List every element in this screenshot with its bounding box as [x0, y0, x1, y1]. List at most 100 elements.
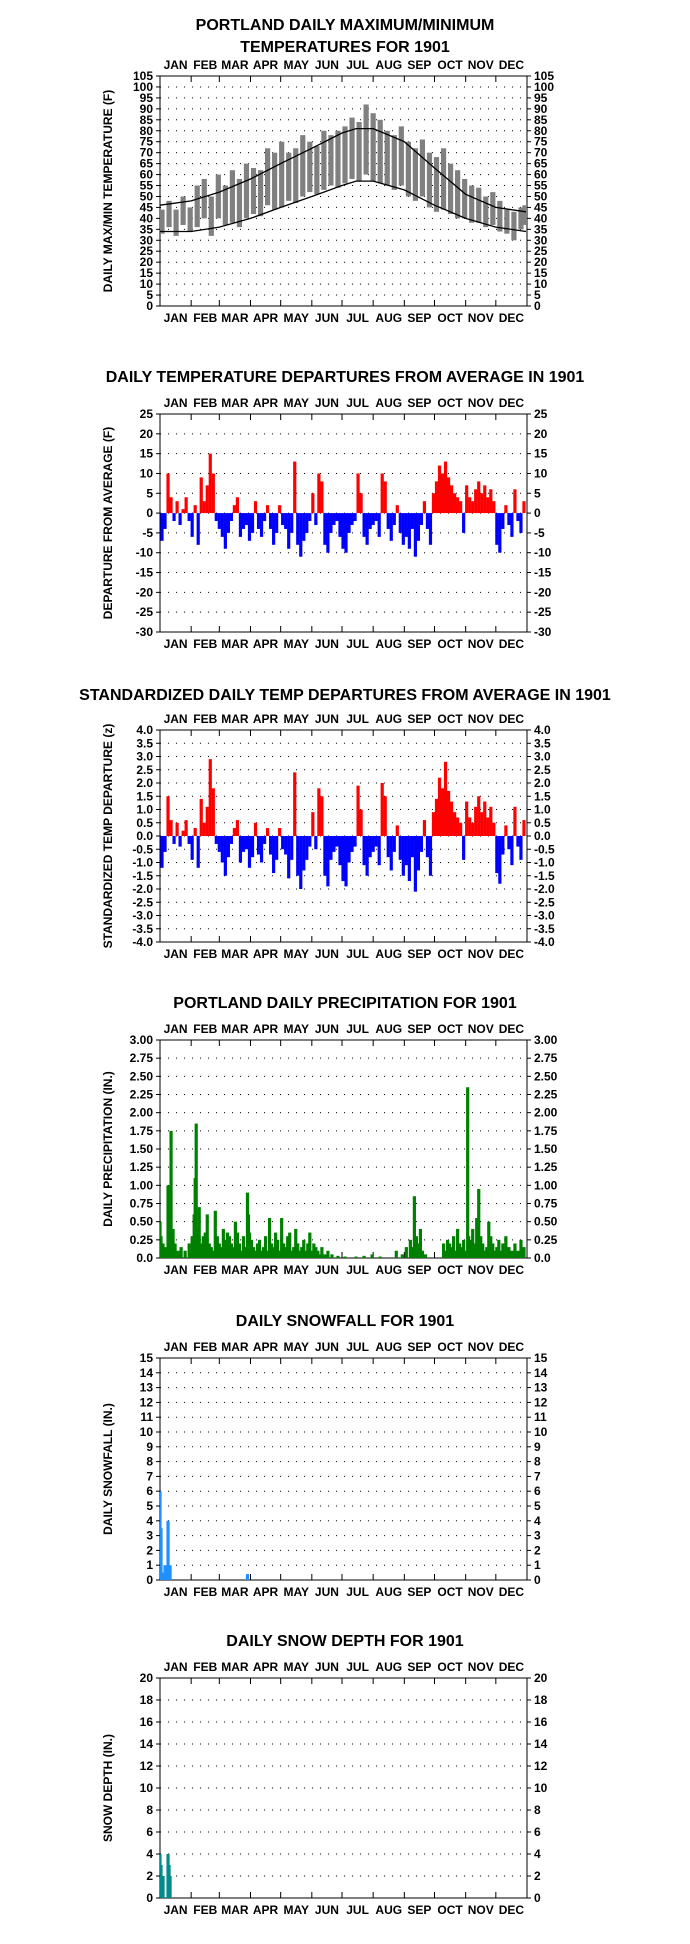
- y-tick-label-right: 100: [534, 80, 554, 94]
- y-tick-label-left: 20: [140, 427, 154, 441]
- bar: [507, 513, 511, 525]
- y-tick-label-left: 1.5: [136, 789, 153, 803]
- y-tick-label-right: 1: [534, 1558, 541, 1572]
- y-tick-label-right: -0.5: [534, 842, 555, 856]
- daily-range-bar: [391, 135, 397, 190]
- bar: [362, 513, 366, 537]
- bar: [296, 513, 300, 545]
- y-tick-label-right: 12: [534, 1395, 548, 1409]
- daily-range-bar: [370, 113, 376, 182]
- bar: [272, 836, 276, 874]
- bar: [193, 505, 197, 514]
- bar: [302, 836, 306, 871]
- y-tick-label-left: 0.50: [130, 1215, 154, 1229]
- bar: [286, 1236, 290, 1258]
- daily-range-bar: [511, 211, 517, 241]
- month-label-bottom: MAY: [283, 311, 309, 325]
- bar: [468, 497, 472, 514]
- bar: [259, 836, 264, 863]
- bar: [456, 817, 460, 836]
- y-tick-label-right: 20: [534, 427, 548, 441]
- bar: [284, 1247, 288, 1258]
- daily-range-bar: [293, 148, 299, 204]
- bar: [323, 836, 327, 876]
- bar: [316, 1250, 320, 1258]
- y-tick-label-right: 35: [534, 222, 548, 236]
- bar: [178, 513, 182, 525]
- y-tick-label-left: -15: [136, 566, 154, 580]
- month-label-top: APR: [253, 1340, 279, 1354]
- month-label-bottom: MAR: [221, 1903, 249, 1917]
- month-label-bottom: NOV: [468, 1903, 494, 1917]
- month-label-bottom: FEB: [193, 947, 217, 961]
- bar: [401, 836, 405, 876]
- bar: [281, 836, 285, 850]
- bar: [259, 1250, 264, 1258]
- y-tick-label-left: 105: [133, 69, 153, 83]
- bar: [278, 1250, 282, 1258]
- month-label-bottom: APR: [253, 1263, 279, 1277]
- bar: [169, 820, 173, 836]
- daily-range-bar: [236, 178, 243, 228]
- bar: [208, 453, 212, 514]
- month-label-top: JUL: [346, 1022, 369, 1036]
- bar: [498, 513, 502, 553]
- bar: [510, 1250, 514, 1258]
- month-label-bottom: DEC: [499, 1263, 525, 1277]
- y-tick-label-left: 12: [140, 1759, 154, 1773]
- daily-range-bar: [215, 174, 221, 219]
- y-tick-label-right: 1.50: [534, 1142, 558, 1156]
- y-tick-label-left: 0: [146, 1891, 153, 1905]
- y-tick-label-right: 2.50: [534, 1069, 558, 1083]
- bar: [483, 801, 487, 836]
- y-tick-label-left: -2.0: [132, 882, 153, 896]
- bar: [453, 493, 457, 514]
- bar: [275, 836, 279, 860]
- month-label-bottom: JUL: [346, 947, 369, 961]
- month-label-top: FEB: [193, 712, 217, 726]
- normal-min-line: [160, 180, 527, 233]
- daily-range-bar: [377, 119, 383, 184]
- month-label-bottom: APR: [253, 1585, 279, 1599]
- daily-range-bar: [187, 207, 193, 232]
- bar: [498, 836, 502, 884]
- bar: [300, 1247, 304, 1258]
- daily-range-bar: [419, 139, 426, 197]
- month-label-top: JUL: [346, 712, 369, 726]
- bar: [265, 505, 270, 514]
- bar: [416, 1243, 421, 1258]
- month-label-bottom: FEB: [193, 637, 217, 651]
- month-label-top: APR: [253, 1022, 279, 1036]
- bar: [183, 1250, 187, 1258]
- daily-range-bar: [160, 209, 165, 234]
- month-label-bottom: JAN: [164, 637, 188, 651]
- month-label-top: DEC: [499, 1022, 525, 1036]
- bar: [223, 513, 227, 549]
- daily-range-bar: [518, 207, 524, 230]
- month-label-top: APR: [253, 712, 279, 726]
- plot-area: [160, 453, 526, 557]
- bar: [175, 822, 179, 836]
- bar: [320, 796, 324, 836]
- bar: [329, 836, 333, 860]
- month-label-bottom: AUG: [375, 1903, 402, 1917]
- month-label-top: AUG: [375, 1022, 402, 1036]
- month-label-bottom: AUG: [375, 637, 402, 651]
- bar: [250, 513, 255, 533]
- bar: [232, 505, 237, 514]
- bar: [395, 505, 399, 514]
- bar: [459, 501, 463, 514]
- bar: [347, 513, 351, 533]
- y-tick-label-right: -20: [534, 585, 552, 599]
- month-label-top: SEP: [407, 396, 431, 410]
- chart-title: DAILY SNOWFALL FOR 1901: [236, 1313, 455, 1330]
- bar: [202, 501, 206, 514]
- y-tick-label-right: 30: [534, 233, 548, 247]
- y-tick-label-left: 20: [140, 255, 154, 269]
- month-label-bottom: OCT: [437, 1585, 463, 1599]
- month-label-bottom: APR: [253, 311, 279, 325]
- y-tick-label-left: 0.25: [130, 1233, 154, 1247]
- bar: [168, 1876, 172, 1898]
- bar: [178, 836, 182, 847]
- month-label-bottom: MAY: [283, 947, 309, 961]
